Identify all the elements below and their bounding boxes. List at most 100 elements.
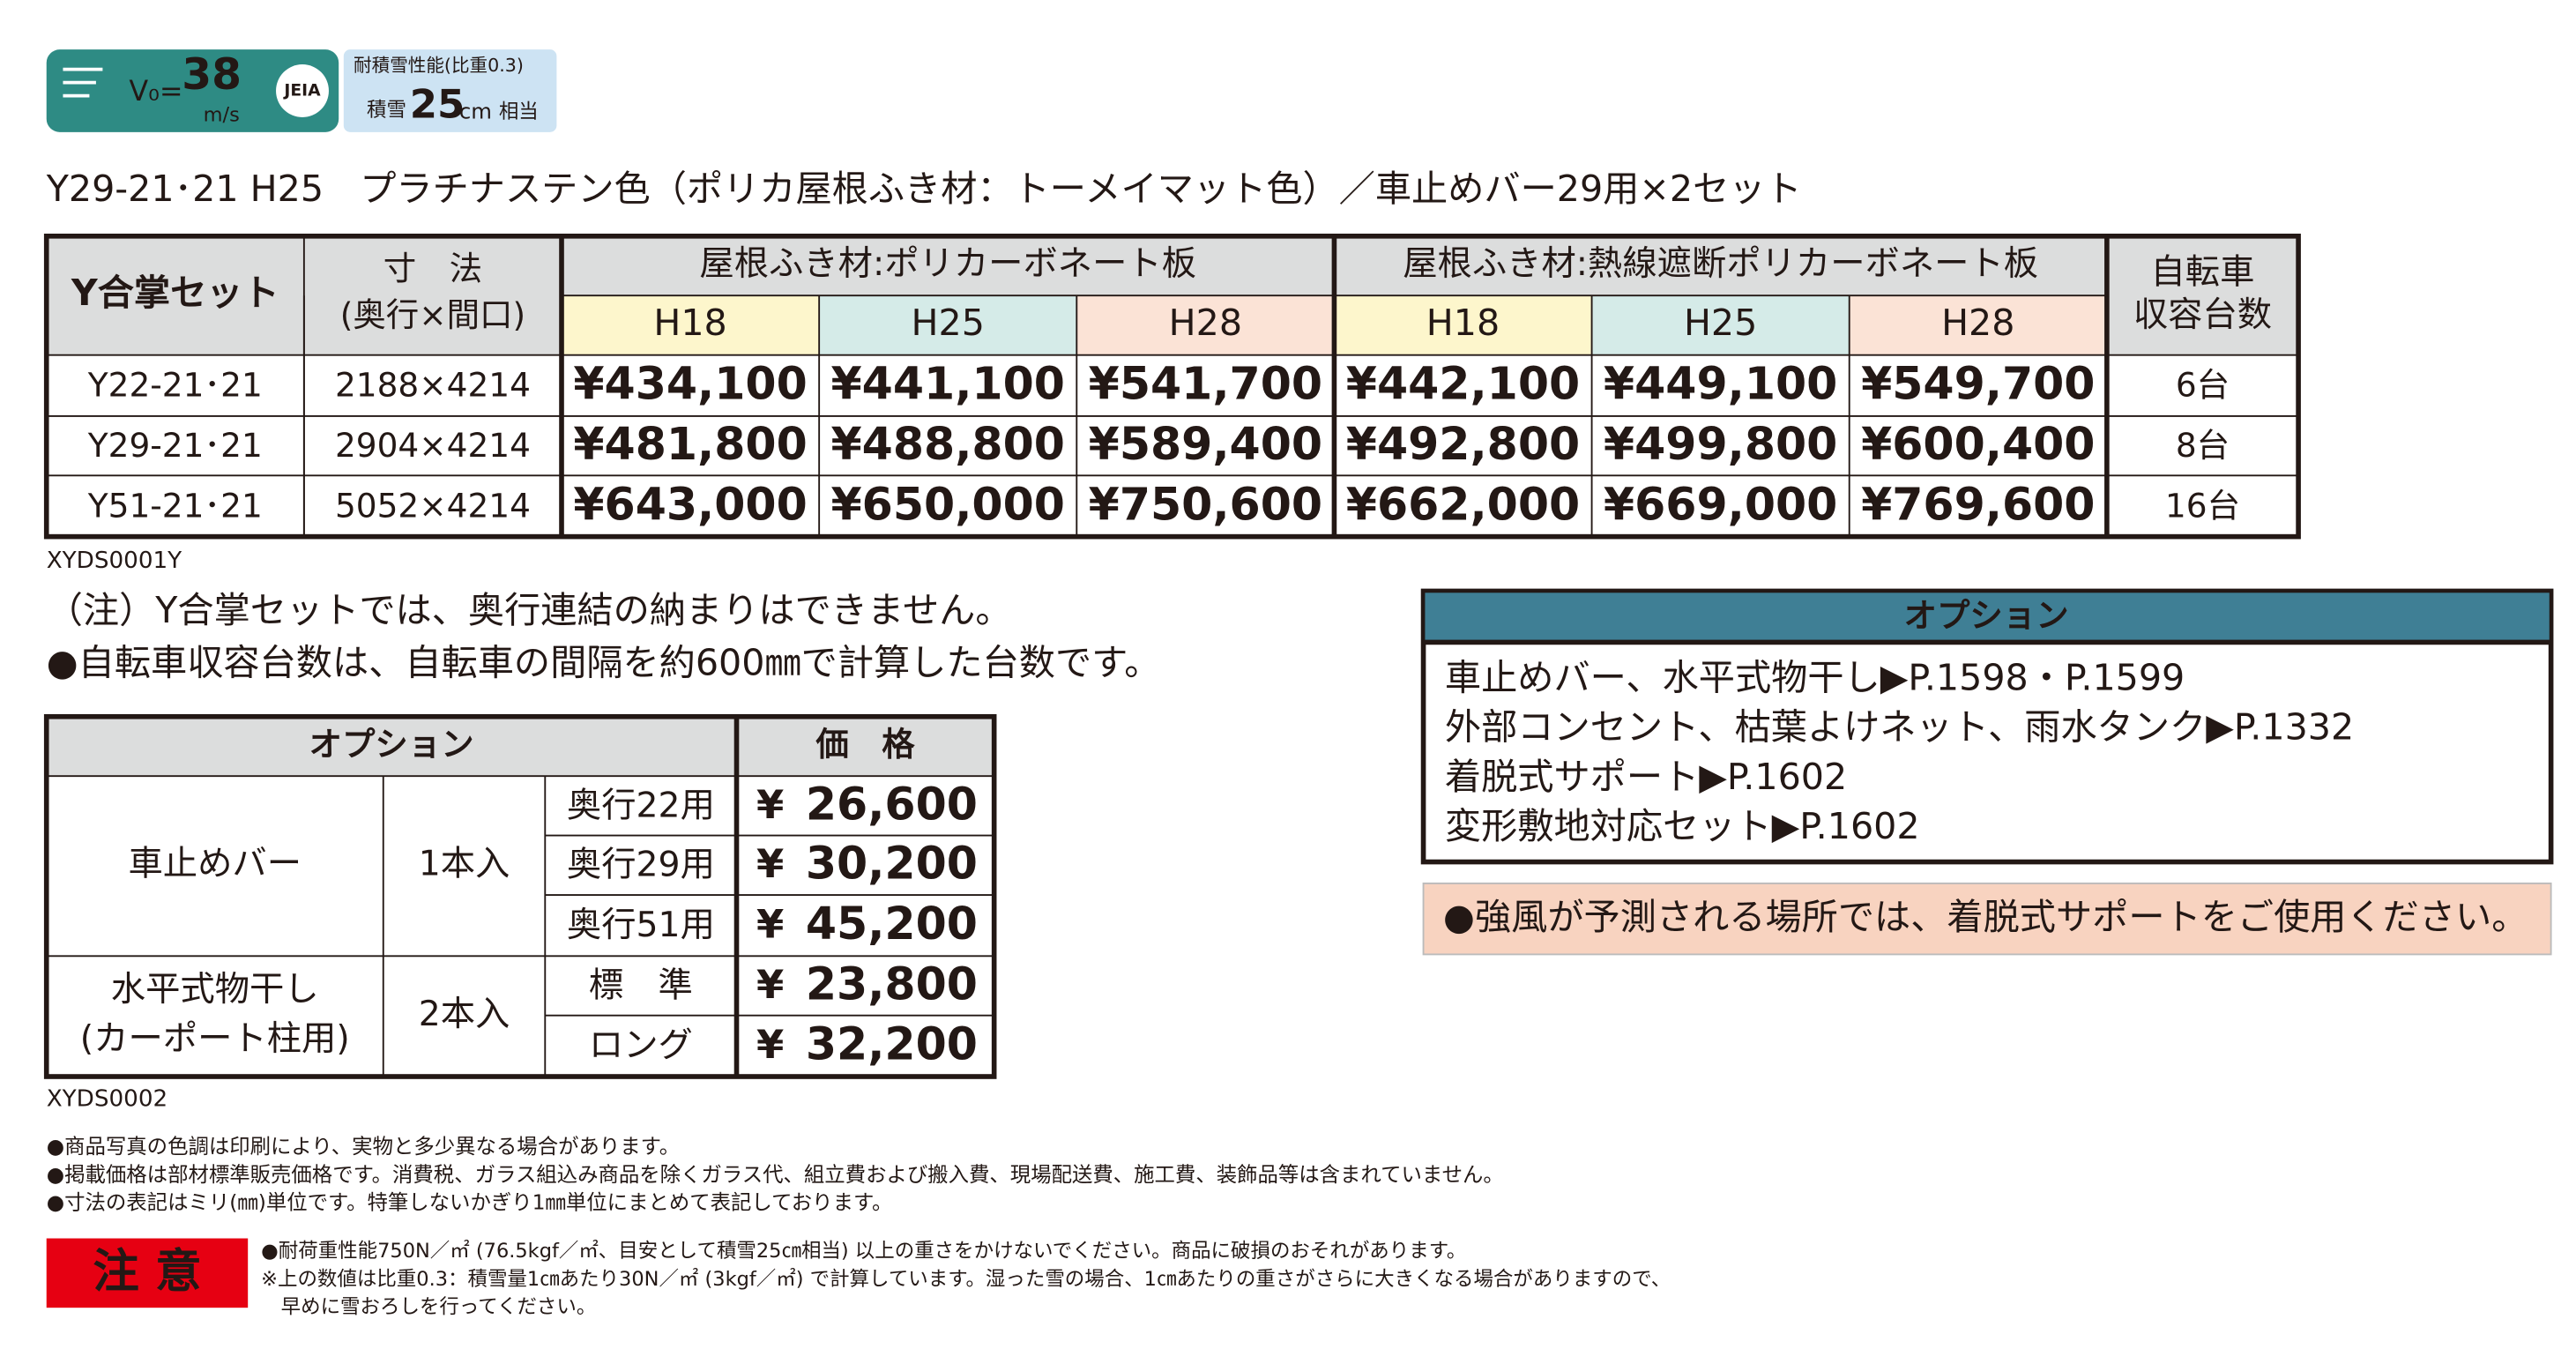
code: XYDS0001Y [47,548,182,574]
item-label: 奥行51用 [567,906,715,945]
price: ¥549,700 [1861,358,2095,410]
jeia-mark [276,64,329,117]
price: ¥650,000 [831,478,1065,530]
product-line: Y29-21･21 H25 プラチナステン色（ポリカ屋根ふき材：トーメイマット色… [46,168,1802,210]
price: 23,800 [806,958,978,1010]
snow-title: 耐積雪性能(比重0.3) [354,55,524,76]
item-label: ロング [589,1026,693,1066]
note: ●自転車収容台数は、自転車の間隔を約600㎜で計算した台数です。 [47,642,1161,684]
cell-text: 2904×4214 [335,426,531,465]
caution-line: ※上の数値は比重0.3：積雪量1㎝あたり30N／㎡ (3kgf／㎡) で計算して… [261,1268,1671,1291]
price: ¥541,700 [1089,358,1322,410]
price: ¥589,400 [1089,418,1322,470]
caution-line: ●耐荷重性能750N／㎡ (76.5kgf／㎡、目安として積雪25㎝相当) 以上… [261,1240,1466,1263]
grade: H28 [1169,302,1242,344]
qty: 2本入 [419,995,510,1034]
code: XYDS0002 [47,1086,168,1113]
price: ¥492,800 [1346,418,1580,470]
warning-box [1422,882,2552,956]
jeia: JEIA [282,81,321,100]
footnote: ●掲載価格は部材標準販売価格です。消費税、ガラス組込み商品を除くガラス代、組立費… [47,1162,1504,1187]
cell [1334,295,1592,355]
header: 自転車 [2151,252,2255,292]
header: オプション [309,725,474,764]
option-line: 車止めバー、水平式物干し▶P.1598・P.1599 [1445,657,2185,699]
price: ¥669,000 [1604,478,1837,530]
item-label: 奥行29用 [567,846,715,885]
qty: 1本入 [419,845,510,884]
header: 寸 法 [383,250,482,288]
yen: ¥ [756,1021,784,1068]
warning: ●強風が予測される場所では、着脱式サポートをご使用ください。 [1443,896,2528,938]
footnote: ●商品写真の色調は印刷により、実物と多少異なる場合があります。 [47,1134,680,1159]
price: ¥750,600 [1089,478,1322,530]
option-line: 変形敷地対応セット▶P.1602 [1445,805,1920,847]
cell-text: 8台 [2176,426,2230,465]
cell [819,295,1077,355]
grade: H18 [653,302,726,344]
price: ¥488,800 [831,418,1065,470]
price: ¥481,800 [573,418,807,470]
price: ¥434,100 [573,358,807,410]
cell [1849,295,2107,355]
cell [2106,235,2299,355]
option-title-bar [1425,593,2550,641]
option-line: 着脱式サポート▶P.1602 [1445,756,1847,798]
cell-text: 16台 [2165,486,2240,525]
item-label: 標 準 [589,965,693,1005]
yen: ¥ [756,781,784,828]
price: ¥441,100 [831,358,1065,410]
cell [1076,295,1335,355]
price: ¥442,100 [1346,358,1580,410]
price: ¥662,000 [1346,478,1580,530]
yen: ¥ [756,901,784,948]
price: ¥643,000 [573,478,807,530]
cell-text: Y51-21･21 [87,486,263,525]
caution-badge [46,1238,249,1308]
cell-text: 5052×4214 [335,486,531,525]
snow-unit: cm [459,98,492,123]
option-title: オプション [1904,596,2069,635]
snow-label: 積雪 [367,99,406,122]
note: （注）Y合掌セットでは、奥行連結の納まりはできません。 [47,589,1012,631]
snow-value: 25 [410,81,465,128]
item-label: 奥行22用 [567,786,715,825]
grade: H28 [1941,302,2014,344]
badge [46,49,339,132]
cell-text: 6台 [2176,366,2230,405]
grade: H25 [1684,302,1757,344]
snow-suffix: 相当 [499,101,539,123]
option-name: 水平式物干し [111,970,319,1010]
header: 収容台数 [2133,295,2272,335]
badge-unit: m/s [204,104,240,127]
badge-value: 38 [182,50,242,100]
footnote: ●寸法の表記はミリ(㎜)単位です。特筆しないかぎり1㎜単位にまとめて表記しており… [47,1190,893,1215]
cell-text: Y22-21･21 [87,366,263,405]
table-border [43,233,2301,540]
cell [46,716,994,777]
header: 価 格 [815,725,915,764]
yen: ¥ [756,840,784,887]
option-name: (カーポート柱用) [80,1019,350,1059]
price: ¥600,400 [1861,418,2095,470]
grade: H25 [912,302,985,344]
cell-text: Y29-21･21 [87,426,263,465]
header: 屋根ふき材:ポリカーボネート板 [699,244,1196,284]
snow-badge [343,49,557,132]
option-line: 外部コンセント、枯葉よけネット、雨水タンク▶P.1332 [1445,706,2354,749]
cell-text: 2188×4214 [335,366,531,405]
price: ¥499,800 [1604,418,1837,470]
price: 26,600 [806,778,978,830]
price: ¥449,100 [1604,358,1837,410]
header: 屋根ふき材:熱線遮断ポリカーボネート板 [1403,244,2038,284]
caution-label: 注 意 [93,1245,201,1299]
caution-line: 早めに雪おろしを行ってください。 [261,1296,596,1319]
grade: H18 [1426,302,1500,344]
price: 45,200 [806,898,978,950]
header: (奥行×間口) [340,295,525,334]
table-border [43,713,997,1079]
price: 32,200 [806,1018,978,1070]
badge-label: V₀= [129,74,182,108]
